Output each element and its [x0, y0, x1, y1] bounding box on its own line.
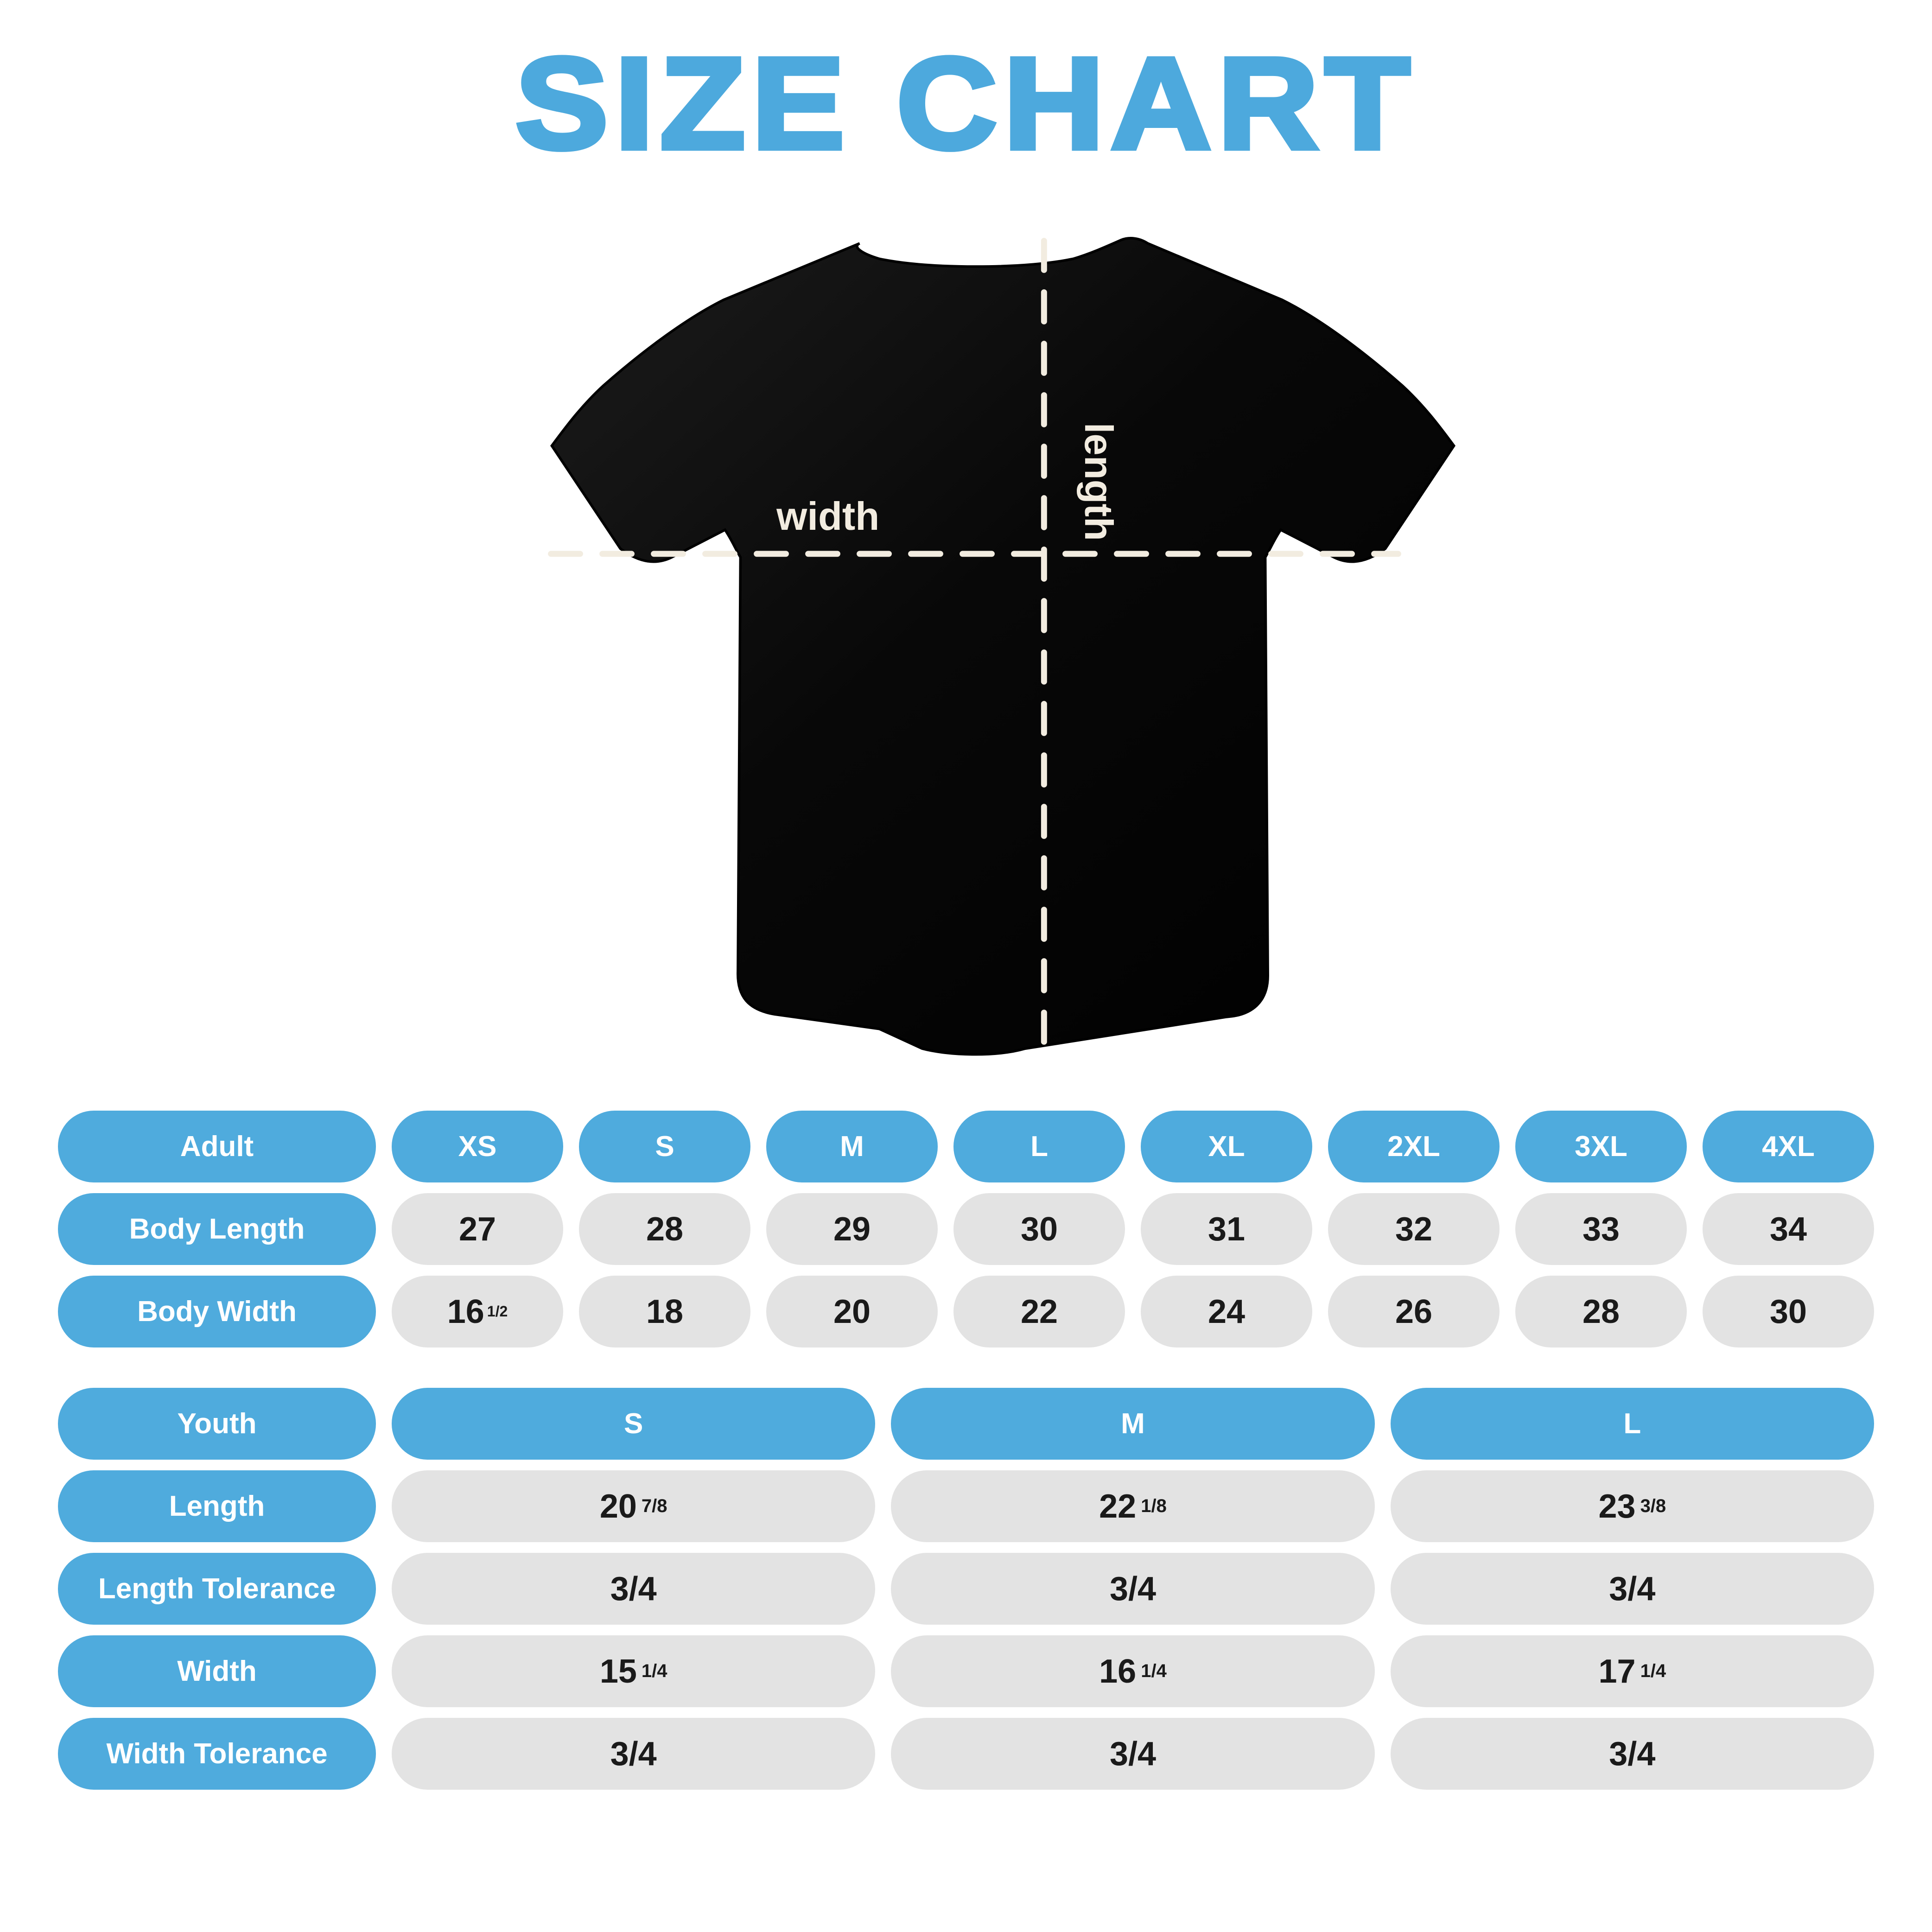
svg-text:width: width: [776, 495, 879, 539]
svg-text:length: length: [1076, 423, 1120, 541]
